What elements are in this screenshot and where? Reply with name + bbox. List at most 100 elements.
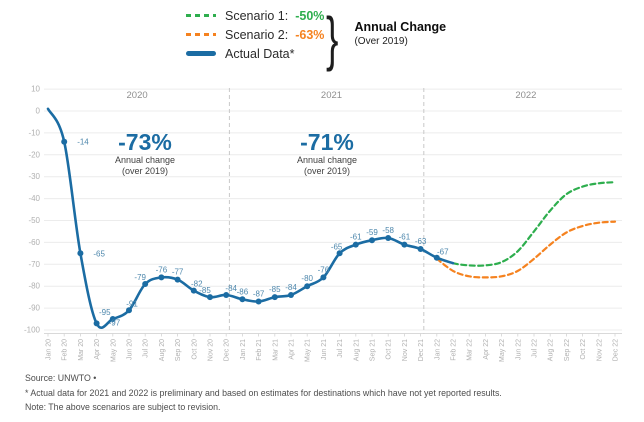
legend-label: Scenario 1:: [225, 8, 289, 23]
svg-text:2021: 2021: [321, 90, 342, 101]
annotation-2021-line1: Annual change: [296, 155, 358, 166]
footnote-actual-data: * Actual data for 2021 and 2022 is preli…: [25, 387, 502, 398]
svg-text:-65: -65: [93, 249, 105, 258]
svg-text:-10: -10: [28, 128, 40, 137]
legend-value: -63%: [295, 27, 325, 42]
svg-text:-97: -97: [109, 318, 121, 327]
svg-text:-95: -95: [99, 308, 111, 317]
svg-text:-84: -84: [285, 283, 297, 292]
svg-text:Jul 22: Jul 22: [532, 339, 539, 358]
svg-text:-60: -60: [28, 238, 40, 247]
svg-text:10: 10: [31, 85, 40, 94]
svg-text:Aug 22: Aug 22: [548, 339, 555, 361]
svg-text:Feb 22: Feb 22: [451, 339, 458, 361]
svg-text:Feb 21: Feb 21: [256, 339, 263, 361]
data-point-labels: -14-65-97-95-91-79-76 -77-82-85 -84 -86 -87-…: [77, 138, 449, 328]
svg-text:Mar 22: Mar 22: [467, 339, 474, 361]
svg-text:-77: -77: [172, 268, 184, 277]
svg-text:Jul 21: Jul 21: [337, 339, 344, 358]
svg-text:-85: -85: [199, 286, 211, 295]
svg-text:Sep 21: Sep 21: [370, 339, 377, 361]
svg-text:-50: -50: [28, 216, 40, 225]
legend-value: -50%: [295, 8, 325, 23]
data-points: [61, 138, 440, 327]
scenario2-dashed-line-icon: [186, 32, 216, 37]
annotation-2021-line2: (over 2019): [303, 166, 351, 177]
svg-text:-100: -100: [24, 326, 41, 335]
axes: Jan 20 Feb 20 Mar 20 Apr 20 May 20 Jun 20 Jul …: [44, 333, 622, 362]
svg-text:-86: -86: [237, 287, 249, 296]
svg-text:Sep 20: Sep 20: [175, 339, 182, 361]
svg-text:-76: -76: [156, 265, 168, 274]
svg-text:Jan 20: Jan 20: [46, 339, 53, 360]
svg-text:-61: -61: [350, 233, 362, 242]
svg-text:Oct 21: Oct 21: [386, 339, 393, 360]
svg-text:May 21: May 21: [305, 339, 312, 362]
svg-text:Apr 21: Apr 21: [289, 339, 296, 360]
svg-text:Jan 21: Jan 21: [240, 339, 247, 360]
svg-text:-84: -84: [225, 284, 237, 293]
svg-text:-40: -40: [28, 194, 40, 203]
svg-text:Oct 22: Oct 22: [580, 339, 587, 360]
year-labels: 2020 2021 2022: [127, 90, 537, 101]
legend-label: Actual Data*: [225, 46, 295, 61]
svg-text:Aug 21: Aug 21: [353, 339, 360, 361]
gridlines: 10 0 -10 -20 -30 -40 -50 -60 -70 -80 -90 -100: [24, 85, 622, 335]
svg-text:-80: -80: [301, 274, 313, 283]
svg-text:May 22: May 22: [499, 339, 506, 362]
annotation-2020: -73% Annual change (over 2019): [87, 130, 203, 176]
annotation-2020-line1: Annual change: [114, 155, 176, 166]
svg-text:-65: -65: [331, 242, 343, 251]
svg-text:0: 0: [36, 107, 41, 116]
svg-text:-79: -79: [134, 273, 146, 282]
svg-text:-20: -20: [28, 150, 40, 159]
annual-change-caption: Annual Change (Over 2019): [354, 6, 446, 47]
svg-text:Jul 20: Jul 20: [143, 339, 150, 358]
legend-label: Scenario 2:: [225, 27, 289, 42]
svg-text:Dec 20: Dec 20: [224, 339, 231, 361]
svg-text:Aug 20: Aug 20: [159, 339, 166, 361]
svg-text:Jan 22: Jan 22: [434, 339, 441, 360]
svg-text:-90: -90: [28, 304, 40, 313]
svg-text:-80: -80: [28, 282, 40, 291]
svg-text:Apr 20: Apr 20: [94, 339, 101, 360]
svg-text:Nov 20: Nov 20: [208, 339, 215, 361]
footnote-scenarios: Note: The above scenarios are subject to…: [25, 402, 221, 412]
svg-text:-30: -30: [28, 172, 40, 181]
scenario1-dashed-line-icon: [186, 13, 216, 18]
svg-text:Nov 22: Nov 22: [596, 339, 603, 361]
year-separators: [228, 88, 425, 334]
chart-legend: Scenario 1: -50% Scenario 2: -63% Actual…: [186, 6, 446, 72]
actual-solid-line-icon: [186, 51, 216, 56]
source-text: Source: UNWTO •: [25, 373, 97, 383]
annual-change-subtitle: (Over 2019): [354, 36, 408, 47]
annotation-2021: -71% Annual change (over 2019): [269, 130, 385, 176]
svg-text:Oct 20: Oct 20: [191, 339, 198, 360]
svg-text:-14: -14: [77, 138, 89, 147]
annotation-2020-line2: (over 2019): [121, 166, 169, 177]
legend-rows: Scenario 1: -50% Scenario 2: -63% Actual…: [186, 6, 324, 63]
svg-text:Dec 22: Dec 22: [613, 339, 620, 361]
svg-text:Mar 20: Mar 20: [78, 339, 85, 361]
svg-text:-59: -59: [366, 228, 378, 237]
svg-text:-63: -63: [415, 237, 427, 246]
svg-text:-82: -82: [191, 280, 203, 289]
svg-text:2020: 2020: [127, 90, 148, 101]
svg-text:Apr 22: Apr 22: [483, 339, 490, 360]
svg-text:-76: -76: [318, 265, 330, 274]
curly-brace-icon: }: [326, 5, 339, 72]
svg-text:-85: -85: [269, 285, 281, 294]
svg-text:-61: -61: [399, 233, 411, 242]
svg-text:-91: -91: [126, 299, 138, 308]
svg-text:Dec 21: Dec 21: [418, 339, 425, 361]
svg-text:Jun 21: Jun 21: [321, 339, 328, 360]
svg-text:-67: -67: [437, 248, 449, 257]
annual-change-title: Annual Change: [354, 20, 447, 34]
chart-footer: Source: UNWTO • * Actual data for 2021 a…: [25, 371, 502, 415]
annotation-2021-percent: -71%: [300, 129, 354, 155]
legend-item-scenario2: Scenario 2: -63%: [186, 25, 324, 44]
svg-text:Mar 21: Mar 21: [272, 339, 279, 361]
svg-text:-58: -58: [382, 226, 394, 235]
